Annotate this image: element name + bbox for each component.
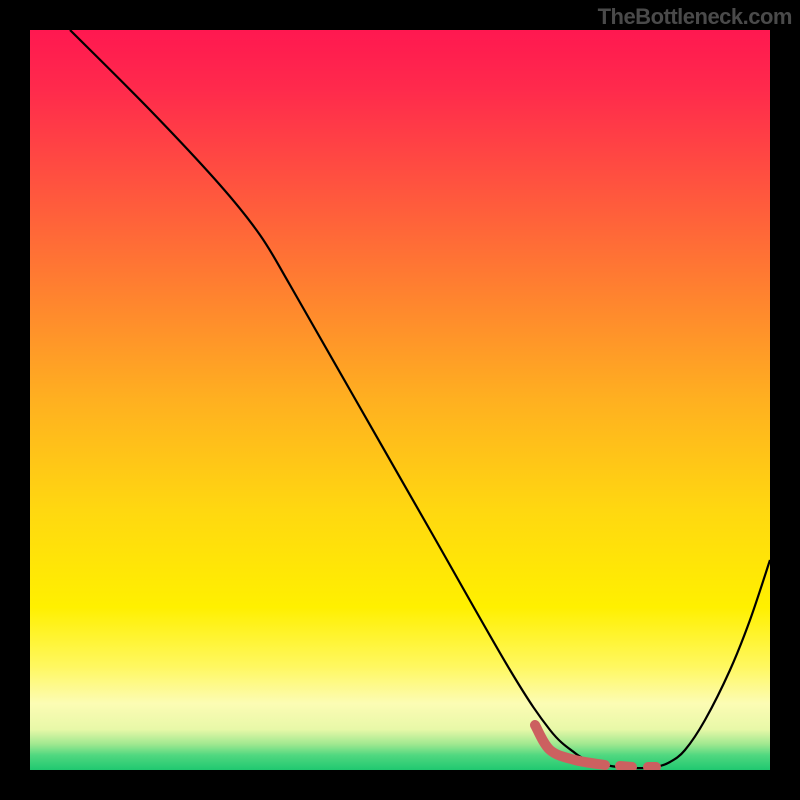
highlight-marker xyxy=(535,725,656,767)
bottleneck-curve xyxy=(70,30,770,768)
chart-lines xyxy=(30,30,770,770)
frame-bottom xyxy=(0,770,800,800)
watermark-text: TheBottleneck.com xyxy=(598,4,792,30)
frame-left xyxy=(0,0,30,800)
frame-right xyxy=(770,0,800,800)
